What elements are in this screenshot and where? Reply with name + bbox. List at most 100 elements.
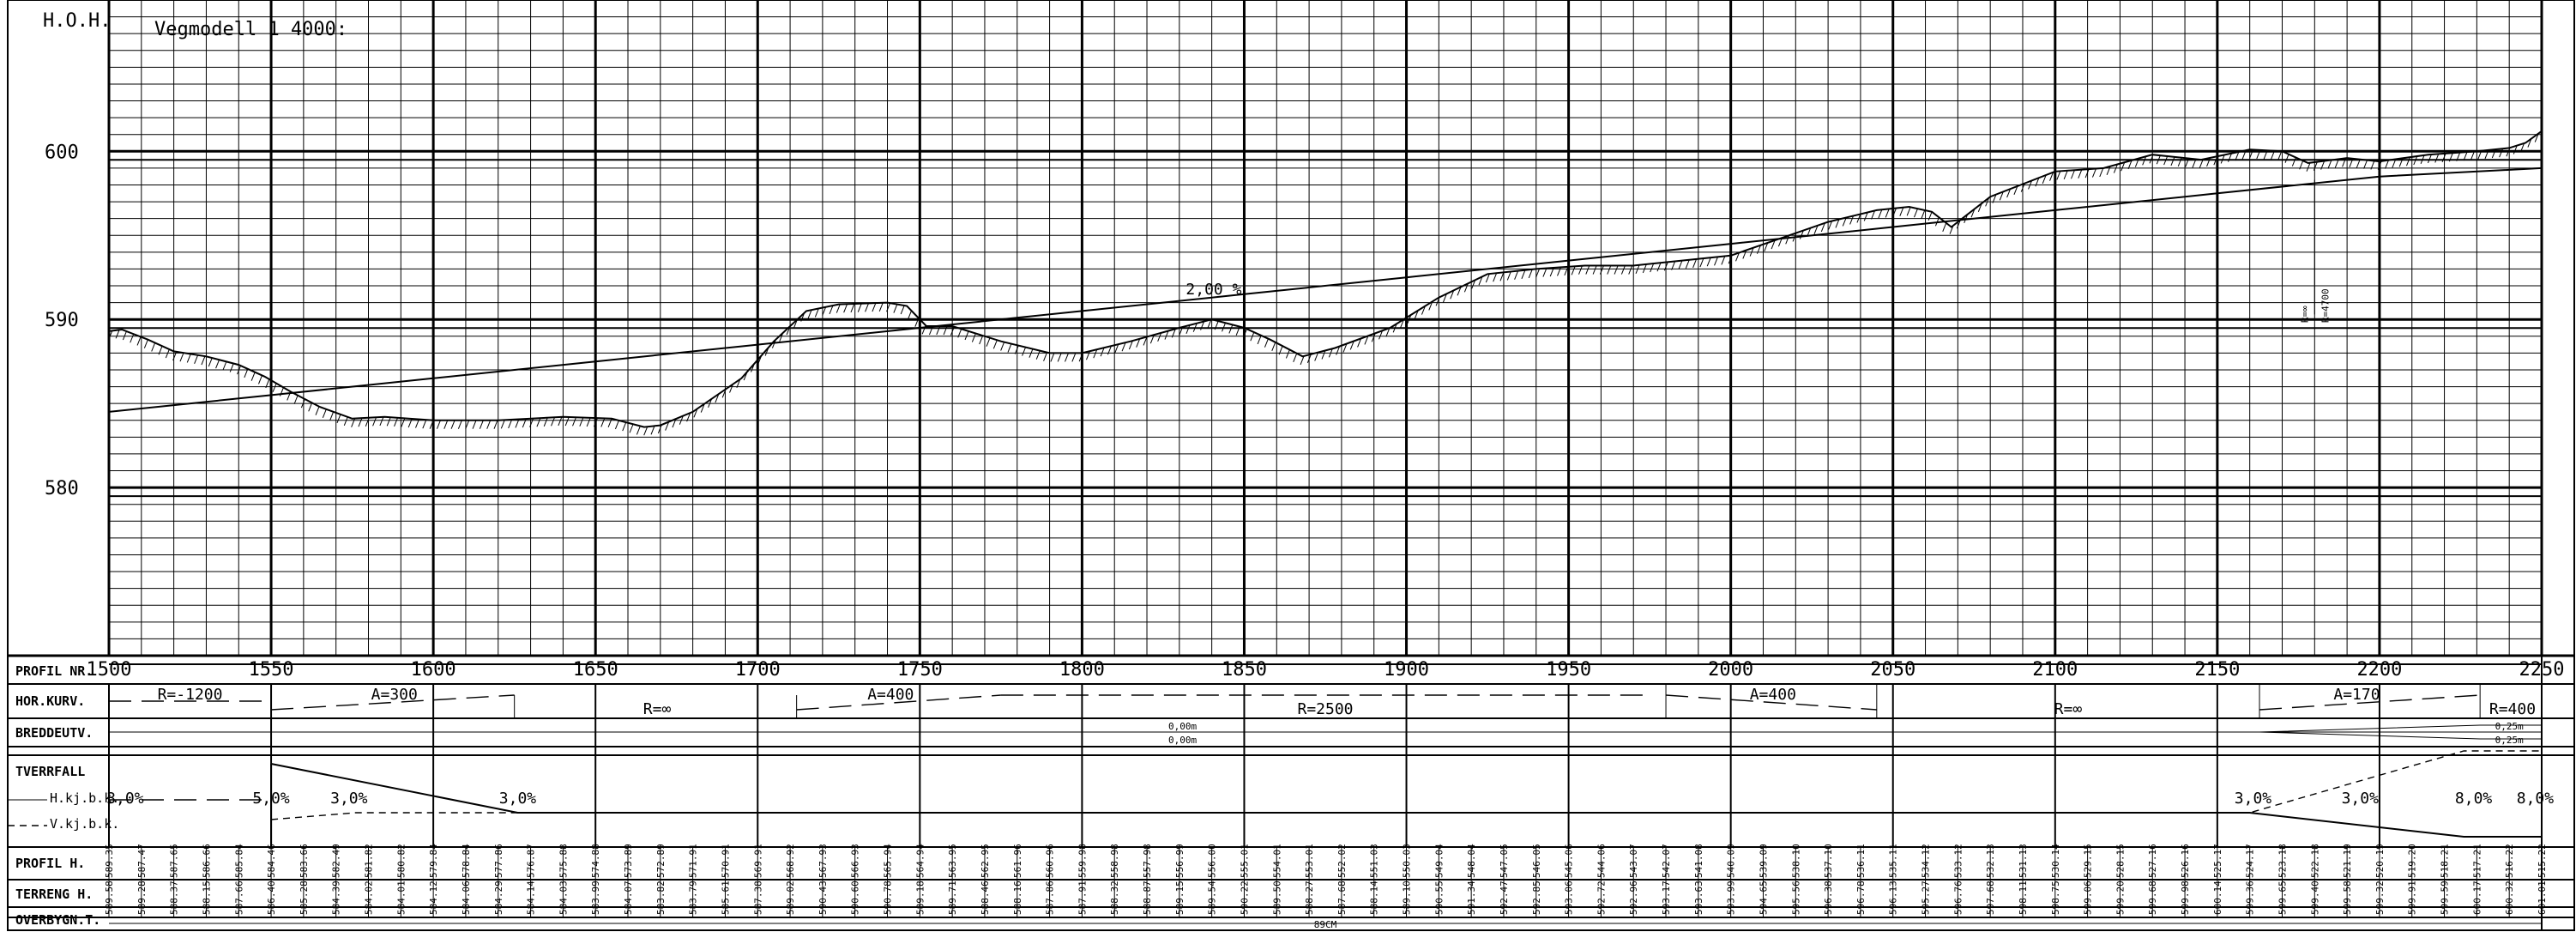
hatch-mark xyxy=(1157,332,1162,342)
profile-height-value: 556.99 xyxy=(1174,844,1185,878)
hatch-mark xyxy=(401,418,406,427)
hatch-mark xyxy=(372,417,377,427)
hatch-mark xyxy=(1143,336,1148,346)
width-label: 0,00m xyxy=(1168,721,1197,732)
profile-height-value: 552.02 xyxy=(1336,844,1348,878)
terrain-height-value: 584.01 xyxy=(395,881,407,915)
profile-number: 1600 xyxy=(411,659,456,681)
hatch-mark xyxy=(287,391,292,401)
hatch-mark xyxy=(1114,343,1119,354)
hatch-mark xyxy=(2277,151,2283,160)
vertical-curve-annotation: R=∞ R=4700 xyxy=(2299,179,2331,323)
hatch-mark xyxy=(1463,283,1469,293)
hatch-mark xyxy=(165,348,170,359)
hatch-mark xyxy=(708,398,713,408)
terrain-height-value: 595.56 xyxy=(1790,881,1801,915)
hatch-mark xyxy=(1000,342,1005,351)
width-label: 0,25m xyxy=(2495,735,2524,746)
terrain-height-value: 598.11 xyxy=(2018,881,2029,915)
hatch-mark xyxy=(1699,257,1704,268)
hatch-mark xyxy=(1450,290,1455,300)
hatch-mark xyxy=(1764,242,1769,252)
row-label-profil-h: PROFIL H. xyxy=(15,856,85,871)
hatch-mark xyxy=(1493,273,1498,282)
hatch-mark xyxy=(2484,149,2489,160)
hatch-mark xyxy=(244,368,249,378)
hatch-mark xyxy=(258,375,262,384)
terrain-height-value: 584.07 xyxy=(623,881,634,915)
profile-height-value: 576.87 xyxy=(526,844,537,878)
hatch-mark xyxy=(1321,350,1326,360)
profile-height-value: 575.88 xyxy=(558,844,569,878)
hatch-mark xyxy=(607,418,612,427)
profile-height-value: 568.92 xyxy=(785,844,796,878)
hatch-mark xyxy=(729,384,733,393)
hatch-mark xyxy=(536,418,541,427)
hatch-mark xyxy=(2334,159,2339,168)
hatch-mark xyxy=(2006,188,2012,198)
row-label-overbygn: OVERBYGN.T. xyxy=(15,912,100,928)
hatch-mark xyxy=(2349,158,2354,168)
profile-height-values: 589.35 587.47 587.65 586.66 585.84 584.46 583.… xyxy=(104,844,2548,878)
hatch-mark xyxy=(2177,157,2182,166)
hatch-mark xyxy=(1842,217,1847,227)
terrain-height-value: 595.27 xyxy=(1921,881,1932,915)
hatch-mark xyxy=(2256,149,2261,160)
terrain-height-value: 583.99 xyxy=(590,881,601,915)
row-label-h-kj: H.kj.b.k. xyxy=(50,790,119,806)
hatch-mark xyxy=(679,415,684,425)
profile-height-value: 550.03 xyxy=(1402,844,1413,878)
hatch-mark xyxy=(265,378,270,389)
hatch-mark xyxy=(1642,263,1647,274)
terrain-height-value: 594.65 xyxy=(1758,881,1769,915)
hatch-mark xyxy=(2392,159,2397,168)
y-tick-labels: 600 590 580 xyxy=(45,142,79,499)
hatch-mark xyxy=(1799,230,1804,239)
hatch-mark xyxy=(2527,138,2532,148)
profile-height-value: 522.18 xyxy=(2309,844,2320,878)
hatch-mark xyxy=(786,325,791,336)
profile-height-value: 562.95 xyxy=(980,844,991,878)
hatch-mark xyxy=(1285,349,1290,359)
terrain-height-value: 593.06 xyxy=(1564,881,1575,915)
profile-height-value: 549.04 xyxy=(1433,844,1445,878)
hatch-mark xyxy=(1007,343,1012,353)
hatch-mark xyxy=(1528,269,1533,279)
hatch-mark xyxy=(1478,276,1483,286)
hatch-mark xyxy=(1650,263,1655,273)
profile-number: 1850 xyxy=(1222,659,1267,681)
width-change-row: 0,00m 0,00m 0,25m 0,25m xyxy=(109,721,2542,746)
terrain-height-value: 593.99 xyxy=(1726,881,1737,915)
terrain-height-value: 588.27 xyxy=(1304,881,1315,915)
terrain-height-value: 588.32 xyxy=(1109,881,1120,915)
terrain-height-value: 588.87 xyxy=(1142,881,1153,915)
hatch-mark xyxy=(1300,355,1305,366)
profile-height-value: 572.89 xyxy=(655,844,667,878)
hatch-mark xyxy=(229,363,234,372)
terrain-height-value: 596.38 xyxy=(1823,881,1834,915)
hatch-mark xyxy=(2170,156,2175,166)
hor-curve-label: R=∞ xyxy=(643,700,672,718)
hatch-mark xyxy=(1628,265,1633,275)
terrain-height-value: 593.63 xyxy=(1693,881,1704,915)
profile-number: 2200 xyxy=(2356,659,2402,681)
hatch-mark xyxy=(900,305,905,315)
profile-height-value: 578.84 xyxy=(461,844,472,878)
hatch-mark xyxy=(2406,156,2410,166)
terrain-height-value: 598.75 xyxy=(2050,881,2061,915)
profile-height-value: 517.21 xyxy=(2471,844,2482,878)
hatch-mark xyxy=(1934,217,1940,227)
hatch-mark xyxy=(1250,331,1255,342)
hatch-mark xyxy=(194,354,199,364)
hatch-mark xyxy=(1428,301,1433,311)
hatch-mark xyxy=(743,371,748,381)
hatch-mark xyxy=(543,417,548,427)
hatch-mark xyxy=(515,419,520,428)
profile-numbers: 1500 1550 1600 1650 1700 1750 1800 1850 1900 1950… xyxy=(87,659,2565,681)
terrain-height-value: 600.14 xyxy=(2212,881,2223,915)
profile-height-value: 574.88 xyxy=(590,844,601,878)
drawing-frame xyxy=(7,0,2575,931)
hatch-mark xyxy=(1392,324,1397,333)
hatch-mark xyxy=(814,308,819,318)
hatch-mark xyxy=(2398,158,2404,167)
